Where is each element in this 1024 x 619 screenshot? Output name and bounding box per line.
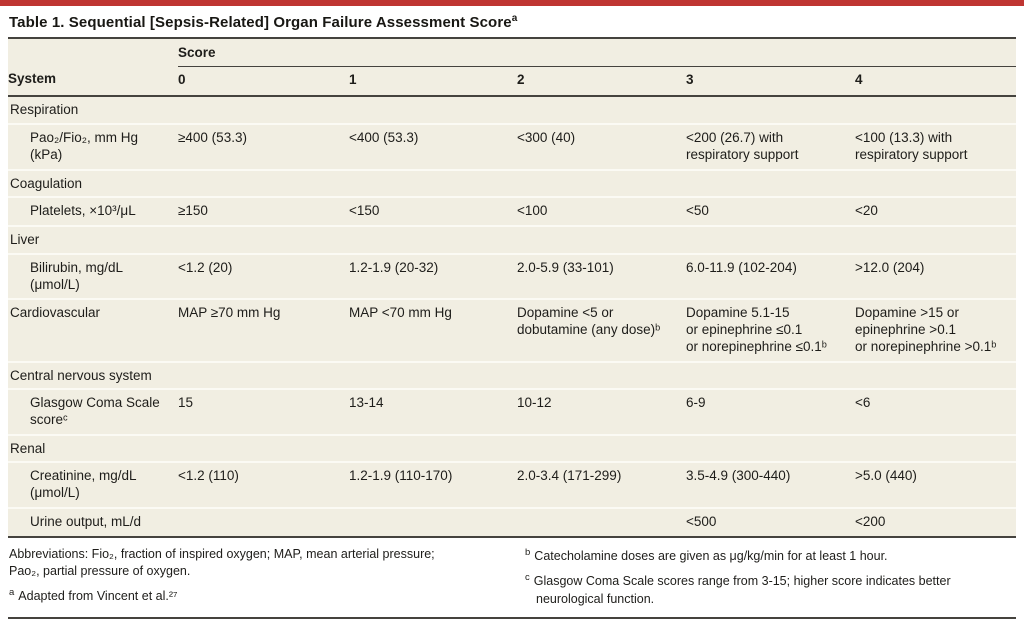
score-cell: MAP ≥70 mm Hg: [178, 298, 349, 362]
score-cell: ≥400 (53.3): [178, 123, 349, 170]
row-bilirubin: Bilirubin, mg/dL (μmol/L) <1.2 (20) 1.2-…: [8, 252, 1016, 300]
score-group-header: Score: [178, 39, 1016, 67]
score-cell: <200 (26.7) with respiratory support: [686, 123, 855, 170]
score-cell: Dopamine >15 or epinephrine >0.1 or nore…: [855, 298, 1016, 362]
row-pao2-fio2: Pao₂/Fio₂, mm Hg (kPa) ≥400 (53.3) <400 …: [8, 123, 1016, 170]
score-cell: <200: [855, 506, 1016, 537]
score-cell: <6: [855, 388, 1016, 435]
row-cardiovascular: Cardiovascular MAP ≥70 mm Hg MAP <70 mm …: [8, 298, 1016, 362]
column-header-score-1: 1: [349, 66, 517, 98]
score-cell: <50: [686, 196, 855, 227]
score-cell: 2.0-5.9 (33-101): [517, 252, 686, 300]
row-section-renal: Renal: [8, 433, 1016, 463]
title-footnote-marker: a: [511, 13, 518, 24]
footnote-a: a Adapted from Vincent et al.²⁷: [9, 586, 499, 606]
score-cell: MAP <70 mm Hg: [349, 298, 517, 362]
column-header-system: System: [8, 66, 178, 98]
row-section-central-nervous-system: Central nervous system: [8, 360, 1016, 390]
accent-top-bar: [0, 0, 1024, 6]
score-cell: <300 (40): [517, 123, 686, 170]
row-label: Urine output, mL/d: [8, 506, 178, 537]
footnote-text: Catecholamine doses are given as μg/kg/m…: [534, 548, 888, 563]
column-header-row: System 0 1 2 3 4: [8, 66, 1016, 98]
score-cell: <100: [517, 196, 686, 227]
row-section-coagulation: Coagulation: [8, 168, 1016, 198]
score-cell: 3.5-4.9 (300-440): [686, 461, 855, 508]
column-header-score-3: 3: [686, 66, 855, 98]
score-cell: <500: [686, 506, 855, 537]
row-section-respiration: Respiration: [8, 96, 1016, 124]
row-label: Platelets, ×10³/μL: [8, 196, 178, 227]
score-cell: [349, 506, 517, 537]
section-label: Coagulation: [8, 168, 1016, 198]
column-header-score-4: 4: [855, 66, 1016, 98]
column-header-score-0: 0: [178, 66, 349, 98]
footnote-c: c Glasgow Coma Scale scores range from 3-…: [525, 571, 1015, 609]
score-cell: 13-14: [349, 388, 517, 435]
section-label: Respiration: [10, 102, 79, 118]
row-platelets: Platelets, ×10³/μL ≥150 <150 <100 <50 <2…: [8, 196, 1016, 227]
score-cell: [517, 506, 686, 537]
footnote-marker: c: [525, 571, 530, 583]
score-cell: 6.0-11.9 (102-204): [686, 252, 855, 300]
row-label: Pao₂/Fio₂, mm Hg (kPa): [8, 123, 178, 170]
row-label: Bilirubin, mg/dL (μmol/L): [8, 252, 178, 300]
footnote-text: Adapted from Vincent et al.²⁷: [18, 589, 178, 604]
column-header-score-2: 2: [517, 66, 686, 98]
section-label: Renal: [8, 433, 1016, 463]
footnote-marker: a: [9, 587, 15, 599]
table-body: Respiration Pao₂/Fio₂, mm Hg (kPa) ≥400 …: [8, 96, 1016, 537]
table-title: Table 1. Sequential [Sepsis-Related] Org…: [8, 6, 1016, 39]
footnote-b: b Catecholamine doses are given as μg/kg/…: [525, 546, 1015, 566]
table-content: Table 1. Sequential [Sepsis-Related] Org…: [0, 6, 1024, 619]
score-cell: <1.2 (20): [178, 252, 349, 300]
row-urine-output: Urine output, mL/d <500 <200: [8, 506, 1016, 537]
row-creatinine: Creatinine, mg/dL (μmol/L) <1.2 (110) 1.…: [8, 461, 1016, 508]
table-header: Score System 0 1 2 3 4: [8, 39, 1016, 98]
score-cell: Dopamine 5.1-15 or epinephrine ≤0.1 or n…: [686, 298, 855, 362]
score-cell: <1.2 (110): [178, 461, 349, 508]
row-label: Glasgow Coma Scale scoreᶜ: [8, 388, 178, 435]
score-cell: 6-9: [686, 388, 855, 435]
score-cell: <100 (13.3) with respiratory support: [855, 123, 1016, 170]
score-cell: 1.2-1.9 (20-32): [349, 252, 517, 300]
footnote-marker: b: [525, 546, 531, 558]
footnotes: Abbreviations: Fio₂, fraction of inspire…: [8, 538, 1016, 619]
score-cell: 2.0-3.4 (171-299): [517, 461, 686, 508]
score-cell: <400 (53.3): [349, 123, 517, 170]
score-cell: 1.2-1.9 (110-170): [349, 461, 517, 508]
row-label: Creatinine, mg/dL (μmol/L): [8, 461, 178, 508]
score-cell: <150: [349, 196, 517, 227]
table-title-text: Table 1. Sequential [Sepsis-Related] Org…: [9, 14, 512, 31]
section-label: Liver: [8, 225, 1016, 254]
score-cell: [178, 506, 349, 537]
score-group-row: Score: [8, 39, 1016, 67]
section-label: Central nervous system: [8, 360, 1016, 390]
score-cell: <20: [855, 196, 1016, 227]
row-glasgow-coma-scale: Glasgow Coma Scale scoreᶜ 15 13-14 10-12…: [8, 388, 1016, 435]
sofa-table: Score System 0 1 2 3 4 Respiration Pao₂/…: [8, 39, 1016, 538]
score-cell: >5.0 (440): [855, 461, 1016, 508]
row-label: Cardiovascular: [8, 298, 178, 362]
footnote-text: Glasgow Coma Scale scores range from 3-1…: [533, 573, 951, 606]
footnote-text: Abbreviations: Fio₂, fraction of inspire…: [9, 546, 435, 579]
row-section-liver: Liver: [8, 225, 1016, 254]
footnotes-left-column: Abbreviations: Fio₂, fraction of inspire…: [9, 546, 499, 609]
footnotes-right-column: b Catecholamine doses are given as μg/kg/…: [525, 546, 1015, 609]
score-cell: ≥150: [178, 196, 349, 227]
score-cell: 15: [178, 388, 349, 435]
score-cell: Dopamine <5 or dobutamine (any dose)ᵇ: [517, 298, 686, 362]
system-column-spacer: [8, 39, 178, 66]
score-cell: >12.0 (204): [855, 252, 1016, 300]
score-cell: 10-12: [517, 388, 686, 435]
footnote-abbreviations: Abbreviations: Fio₂, fraction of inspire…: [9, 546, 499, 582]
